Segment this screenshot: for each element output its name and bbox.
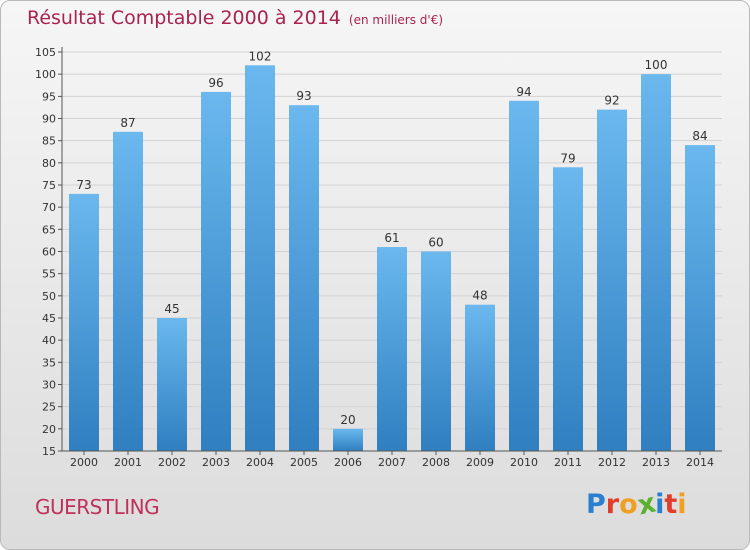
bar [421, 251, 451, 451]
proxiti-logo: Proxiti [586, 488, 687, 522]
x-tick-label: 2006 [334, 456, 362, 469]
bar [333, 428, 363, 451]
data-label: 96 [208, 76, 223, 90]
data-label: 61 [384, 231, 399, 245]
data-label: 45 [164, 302, 179, 316]
x-tick-label: 2010 [510, 456, 538, 469]
axes: 15 20 25 30 35 40 45 50 55 60 65 70 75 80 85 90 95 100 105… [35, 46, 722, 469]
x-tick-label: 2001 [114, 456, 142, 469]
data-label: 48 [472, 289, 487, 303]
bar [69, 193, 99, 451]
logo-letter: i [655, 489, 665, 520]
x-tick-label: 2012 [598, 456, 626, 469]
y-tick-label: 55 [42, 268, 56, 281]
y-tick-label: 70 [42, 201, 56, 214]
y-tick-label: 15 [42, 445, 56, 458]
y-tick-label: 25 [42, 401, 56, 414]
x-tick-label: 2002 [158, 456, 186, 469]
y-tick-label: 60 [42, 246, 56, 259]
logo-letter: P [586, 489, 606, 520]
y-tick-label: 85 [42, 135, 56, 148]
x-tick-label: 2011 [554, 456, 582, 469]
chart-title: Résultat Comptable 2000 à 2014 (en millie… [27, 7, 443, 29]
logo-letter: t [664, 489, 678, 520]
logo-letter: i [677, 489, 687, 520]
data-label: 87 [120, 116, 135, 130]
x-tick-label: 2004 [246, 456, 274, 469]
data-label: 92 [604, 94, 619, 108]
commune-name: GUERSTLING [35, 495, 160, 519]
bar [245, 65, 275, 452]
bar [201, 91, 231, 452]
y-tick-label: 45 [42, 312, 56, 325]
bar [553, 167, 583, 451]
data-label: 73 [76, 178, 91, 192]
data-label: 93 [296, 89, 311, 103]
y-tick-label: 75 [42, 179, 56, 192]
bar [685, 145, 715, 451]
bar [113, 131, 143, 452]
data-label: 20 [340, 413, 355, 427]
y-tick-label: 65 [42, 223, 56, 236]
data-label: 94 [516, 85, 531, 99]
bar [641, 74, 671, 452]
y-tick-label: 35 [42, 356, 56, 369]
data-label: 102 [249, 49, 272, 63]
y-tick-label: 20 [42, 423, 56, 436]
bar [509, 100, 539, 452]
y-tick-label: 95 [42, 90, 56, 103]
data-label: 84 [692, 129, 707, 143]
x-tick-label: 2014 [686, 456, 714, 469]
y-tick-label: 100 [35, 68, 56, 81]
y-tick-label: 105 [35, 46, 56, 59]
y-tick-label: 40 [42, 334, 56, 347]
chart-title-text: Résultat Comptable 2000 à 2014 [27, 7, 341, 29]
x-tick-label: 2005 [290, 456, 318, 469]
bar [597, 109, 627, 451]
chart-subtitle: (en milliers d'€) [348, 13, 444, 27]
bar [289, 105, 319, 451]
y-tick-label: 80 [42, 157, 56, 170]
x-tick-label: 2009 [466, 456, 494, 469]
y-tick-label: 90 [42, 113, 56, 126]
data-label: 100 [645, 58, 668, 72]
logo-letter: o [619, 489, 638, 520]
data-label: 60 [428, 236, 443, 250]
labels: 73 87 45 96 102 93 20 61 60 48 94 79 92 100 84 [76, 49, 707, 427]
x-tick-label: 2008 [422, 456, 450, 469]
bar [465, 304, 495, 451]
bar [377, 247, 407, 451]
x-tick-label: 2007 [378, 456, 406, 469]
data-label: 79 [560, 151, 575, 165]
logo-letter: r [605, 489, 620, 520]
y-tick-label: 30 [42, 379, 56, 392]
x-tick-label: 2013 [642, 456, 670, 469]
y-tick-label: 50 [42, 290, 56, 303]
x-tick-label: 2003 [202, 456, 230, 469]
bar [157, 318, 187, 451]
bars [69, 65, 715, 452]
x-tick-label: 2000 [70, 456, 98, 469]
